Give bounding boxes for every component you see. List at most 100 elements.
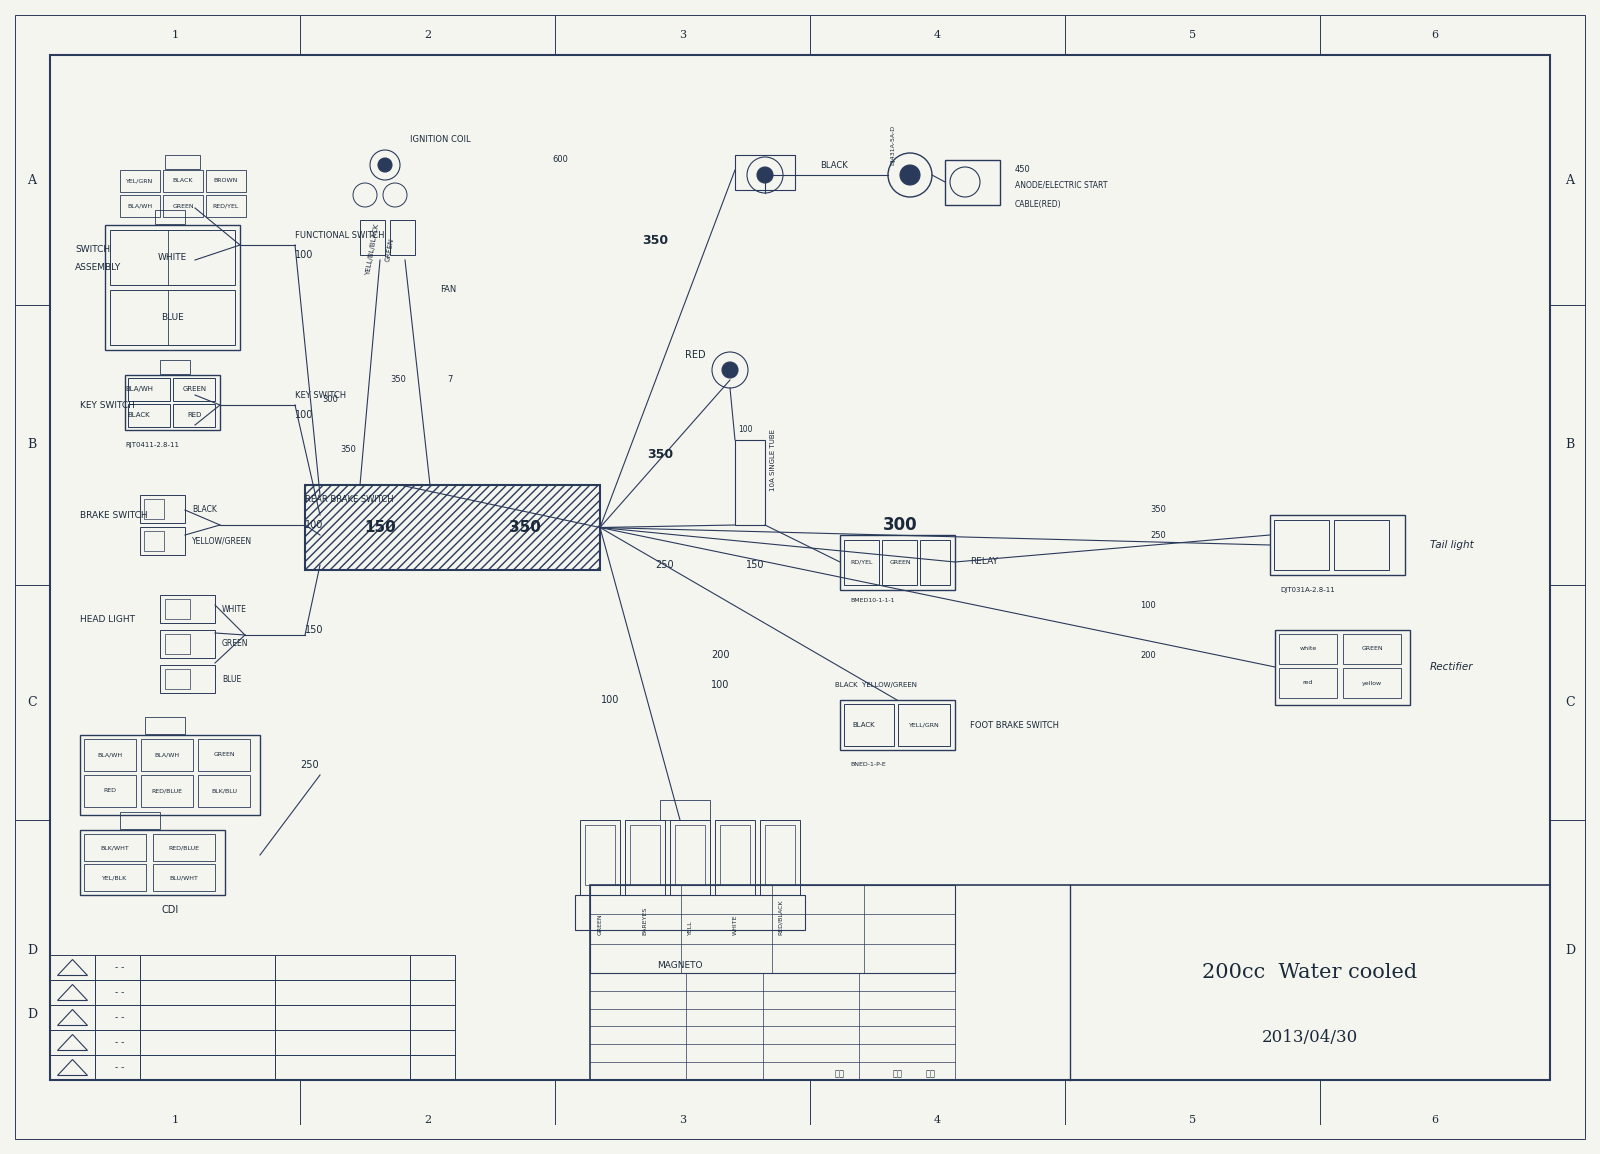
- Text: 450: 450: [1014, 165, 1030, 174]
- Bar: [94, 956, 141, 980]
- Bar: [845, 540, 878, 585]
- Text: BLUE: BLUE: [162, 313, 184, 322]
- Bar: [1278, 634, 1338, 664]
- Text: B: B: [1565, 439, 1574, 451]
- Bar: [670, 820, 710, 896]
- Text: REAR BRAKE SWITCH: REAR BRAKE SWITCH: [306, 495, 394, 504]
- Text: 100: 100: [602, 695, 619, 705]
- Bar: [85, 834, 146, 861]
- Text: MAGNETO: MAGNETO: [658, 960, 702, 969]
- Text: CABLE(RED): CABLE(RED): [1014, 201, 1062, 210]
- Text: GREEN: GREEN: [1362, 646, 1382, 652]
- Text: 100: 100: [710, 680, 730, 690]
- Bar: [120, 195, 160, 217]
- Text: BAREYES: BAREYES: [643, 907, 648, 935]
- Bar: [206, 195, 246, 217]
- Text: - -: - -: [115, 962, 125, 972]
- Bar: [586, 825, 614, 885]
- Bar: [94, 1005, 141, 1031]
- Text: BLA/WH: BLA/WH: [125, 385, 154, 392]
- Bar: [165, 599, 190, 619]
- Bar: [165, 669, 190, 689]
- Bar: [765, 825, 795, 885]
- Bar: [154, 834, 214, 861]
- Text: 200cc  Water cooled: 200cc Water cooled: [1203, 964, 1418, 982]
- Text: GREEN: GREEN: [597, 913, 603, 935]
- Text: BLK/BLU: BLK/BLU: [211, 788, 237, 794]
- Text: YELLOW/GREEN: YELLOW/GREEN: [192, 537, 253, 546]
- Bar: [160, 595, 214, 623]
- Bar: [80, 735, 261, 815]
- Text: 350: 350: [646, 449, 674, 462]
- Bar: [734, 440, 765, 525]
- Text: FOOT BRAKE SWITCH: FOOT BRAKE SWITCH: [970, 720, 1059, 729]
- Bar: [154, 864, 214, 891]
- Text: BNED-1-P-E: BNED-1-P-E: [850, 763, 886, 767]
- Bar: [715, 820, 755, 896]
- Bar: [144, 531, 165, 550]
- Bar: [720, 825, 750, 885]
- Text: 100: 100: [294, 410, 314, 420]
- Text: 250: 250: [656, 560, 674, 570]
- Bar: [626, 820, 666, 896]
- Bar: [734, 155, 795, 190]
- Text: 6: 6: [1432, 1115, 1438, 1125]
- Text: RELAY: RELAY: [970, 557, 998, 567]
- Text: 3: 3: [678, 1115, 686, 1125]
- Text: BLA/WH: BLA/WH: [155, 752, 179, 757]
- Text: GREEN: GREEN: [182, 385, 206, 392]
- Bar: [198, 775, 250, 807]
- Bar: [141, 775, 194, 807]
- Bar: [581, 820, 621, 896]
- Text: GREEN: GREEN: [890, 560, 910, 564]
- Bar: [206, 170, 246, 192]
- Bar: [1342, 634, 1402, 664]
- Bar: [306, 485, 600, 570]
- Bar: [275, 956, 410, 980]
- Bar: [275, 1005, 410, 1031]
- Bar: [410, 956, 454, 980]
- Bar: [94, 980, 141, 1005]
- Text: A: A: [1565, 173, 1574, 187]
- Bar: [760, 820, 800, 896]
- Text: 150: 150: [365, 520, 395, 535]
- Text: BLACK: BLACK: [192, 504, 218, 514]
- Circle shape: [901, 165, 920, 185]
- Bar: [160, 630, 214, 658]
- Text: BLACK: BLACK: [128, 412, 150, 418]
- Text: Tail light: Tail light: [1430, 540, 1474, 550]
- Text: RED: RED: [187, 412, 202, 418]
- Text: 350: 350: [390, 375, 406, 384]
- Bar: [898, 704, 950, 745]
- Text: 設計: 設計: [893, 1070, 902, 1079]
- Text: 6: 6: [1432, 30, 1438, 40]
- Text: 2: 2: [424, 30, 430, 40]
- Text: IGNITION COIL: IGNITION COIL: [410, 135, 470, 144]
- Bar: [141, 956, 275, 980]
- Circle shape: [378, 158, 392, 172]
- Bar: [574, 896, 805, 930]
- Text: - -: - -: [115, 1063, 125, 1072]
- Text: BLK/WHT: BLK/WHT: [101, 845, 130, 850]
- Bar: [840, 700, 955, 750]
- Text: HEAD LIGHT: HEAD LIGHT: [80, 615, 134, 624]
- Bar: [198, 739, 250, 771]
- Bar: [110, 230, 235, 285]
- Text: YELL/GRN: YELL/GRN: [909, 722, 939, 727]
- Text: YEL/BLK: YEL/BLK: [102, 875, 128, 881]
- Text: 150: 150: [746, 560, 765, 570]
- Bar: [1278, 668, 1338, 698]
- Text: 4: 4: [934, 1115, 941, 1125]
- Text: 7: 7: [448, 375, 453, 384]
- Text: 10A SINGLE TUBE: 10A SINGLE TUBE: [770, 429, 776, 490]
- Text: RD/YEL: RD/YEL: [851, 560, 874, 564]
- Text: 5: 5: [1189, 1115, 1197, 1125]
- Text: white: white: [1299, 646, 1317, 652]
- Text: 350: 350: [1150, 505, 1166, 515]
- Text: GREEN: GREEN: [386, 238, 395, 262]
- Text: ASSEMBLY: ASSEMBLY: [75, 263, 122, 272]
- Text: BRAKE SWITCH: BRAKE SWITCH: [80, 510, 147, 519]
- Text: FUNCTIONAL SWITCH: FUNCTIONAL SWITCH: [294, 231, 384, 240]
- Text: D: D: [1565, 944, 1574, 957]
- Text: WHITE: WHITE: [158, 253, 187, 262]
